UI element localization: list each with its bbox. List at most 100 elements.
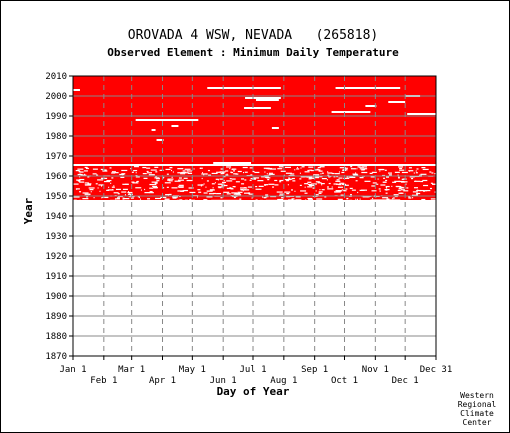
missing-days [382, 197, 389, 199]
missing-days [318, 192, 322, 194]
missing-days [304, 171, 310, 173]
x-tick-label: Dec 1 [392, 376, 419, 386]
missing-days [286, 196, 291, 198]
missing-days [101, 185, 103, 187]
y-tick-label: 1900 [45, 292, 67, 302]
missing-days [398, 180, 405, 183]
missing-days [231, 171, 234, 174]
missing-days [107, 189, 114, 191]
missing-days [220, 197, 223, 199]
missing-days [393, 194, 399, 196]
missing-days [104, 180, 111, 183]
missing-days [197, 189, 201, 191]
missing-days [140, 198, 142, 200]
missing-days [408, 197, 412, 199]
missing-days [326, 186, 329, 188]
missing-days [223, 175, 226, 178]
missing-days [397, 174, 399, 176]
y-tick-label: 1960 [45, 172, 67, 182]
missing-days [305, 199, 307, 201]
missing-period [365, 105, 377, 107]
missing-days [311, 183, 318, 185]
missing-period [73, 89, 80, 91]
missing-days [261, 176, 267, 178]
missing-days [123, 198, 130, 200]
missing-days [418, 174, 422, 176]
missing-days [327, 188, 334, 190]
missing-days [135, 187, 142, 189]
missing-days [401, 171, 408, 174]
missing-days [208, 174, 212, 176]
missing-days [93, 197, 95, 199]
missing-period [171, 125, 179, 127]
missing-days [79, 191, 82, 193]
missing-days [82, 192, 89, 194]
missing-period [331, 111, 371, 113]
missing-days [124, 183, 129, 185]
missing-days [379, 170, 381, 172]
missing-days [217, 186, 224, 188]
missing-days [174, 196, 178, 198]
missing-days [371, 190, 377, 192]
missing-days [142, 166, 147, 169]
missing-days [258, 185, 264, 187]
missing-days [240, 189, 246, 191]
missing-days [338, 177, 343, 179]
missing-days [244, 187, 247, 189]
missing-days [430, 198, 436, 200]
missing-days [147, 198, 151, 200]
missing-days [250, 174, 253, 176]
missing-days [398, 166, 404, 168]
missing-days [288, 177, 291, 179]
missing-days [203, 199, 207, 201]
missing-days [168, 180, 173, 182]
missing-days [199, 167, 201, 170]
missing-days [98, 184, 104, 186]
missing-days [164, 182, 171, 184]
missing-days [280, 170, 286, 172]
x-tick-label: Dec 31 [420, 365, 453, 375]
missing-days [244, 171, 248, 173]
missing-days [212, 192, 216, 195]
missing-days [167, 179, 171, 181]
missing-days [85, 184, 92, 186]
missing-days [182, 170, 186, 172]
missing-days [400, 186, 404, 189]
missing-days [217, 183, 224, 185]
missing-days [198, 191, 202, 193]
missing-days [392, 181, 397, 183]
missing-days [206, 199, 208, 201]
missing-days [327, 172, 333, 174]
missing-days [231, 192, 238, 194]
missing-days [380, 184, 386, 186]
missing-days [252, 170, 255, 173]
missing-days [355, 180, 358, 182]
missing-days [423, 184, 429, 187]
missing-days [140, 189, 142, 191]
missing-days [166, 186, 169, 188]
missing-days [203, 174, 205, 176]
missing-days [255, 185, 258, 188]
missing-days [371, 185, 376, 187]
missing-days [92, 173, 97, 175]
missing-days [365, 168, 368, 170]
missing-days [327, 174, 330, 176]
missing-days [253, 177, 260, 179]
y-tick-label: 2010 [45, 72, 67, 82]
missing-days [121, 191, 127, 193]
missing-days [340, 194, 344, 196]
missing-days [350, 168, 356, 170]
missing-days [403, 190, 409, 192]
missing-days [408, 196, 411, 198]
missing-days [304, 176, 310, 178]
missing-days [232, 186, 236, 188]
missing-days [420, 173, 427, 175]
missing-days [244, 189, 250, 191]
missing-days [308, 166, 314, 168]
missing-days [80, 174, 87, 176]
missing-days [171, 187, 178, 189]
missing-days [359, 189, 365, 192]
missing-days [102, 196, 109, 199]
missing-days [226, 166, 232, 168]
missing-days [244, 179, 247, 181]
